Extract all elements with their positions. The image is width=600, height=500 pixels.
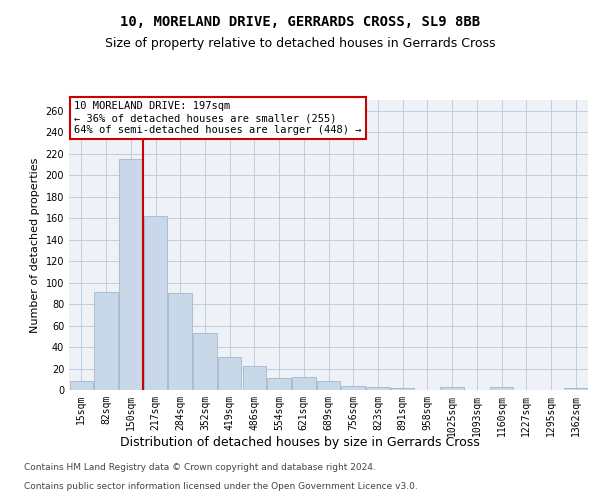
Text: 10 MORELAND DRIVE: 197sqm
← 36% of detached houses are smaller (255)
64% of semi: 10 MORELAND DRIVE: 197sqm ← 36% of detac… xyxy=(74,102,362,134)
Bar xyxy=(242,366,266,390)
Bar xyxy=(490,387,513,390)
Bar xyxy=(268,378,291,390)
Bar xyxy=(341,386,365,390)
Bar xyxy=(119,159,143,390)
Bar xyxy=(193,333,217,390)
Bar xyxy=(169,294,192,390)
Bar xyxy=(317,382,340,390)
Bar xyxy=(564,388,587,390)
Text: 10, MORELAND DRIVE, GERRARDS CROSS, SL9 8BB: 10, MORELAND DRIVE, GERRARDS CROSS, SL9 … xyxy=(120,15,480,29)
Bar xyxy=(440,387,464,390)
Text: Contains public sector information licensed under the Open Government Licence v3: Contains public sector information licen… xyxy=(24,482,418,491)
Text: Size of property relative to detached houses in Gerrards Cross: Size of property relative to detached ho… xyxy=(105,38,495,51)
Y-axis label: Number of detached properties: Number of detached properties xyxy=(30,158,40,332)
Bar xyxy=(144,216,167,390)
Text: Distribution of detached houses by size in Gerrards Cross: Distribution of detached houses by size … xyxy=(120,436,480,449)
Bar xyxy=(391,388,415,390)
Text: Contains HM Land Registry data © Crown copyright and database right 2024.: Contains HM Land Registry data © Crown c… xyxy=(24,464,376,472)
Bar xyxy=(366,387,389,390)
Bar xyxy=(292,377,316,390)
Bar xyxy=(94,292,118,390)
Bar xyxy=(70,382,93,390)
Bar xyxy=(218,356,241,390)
